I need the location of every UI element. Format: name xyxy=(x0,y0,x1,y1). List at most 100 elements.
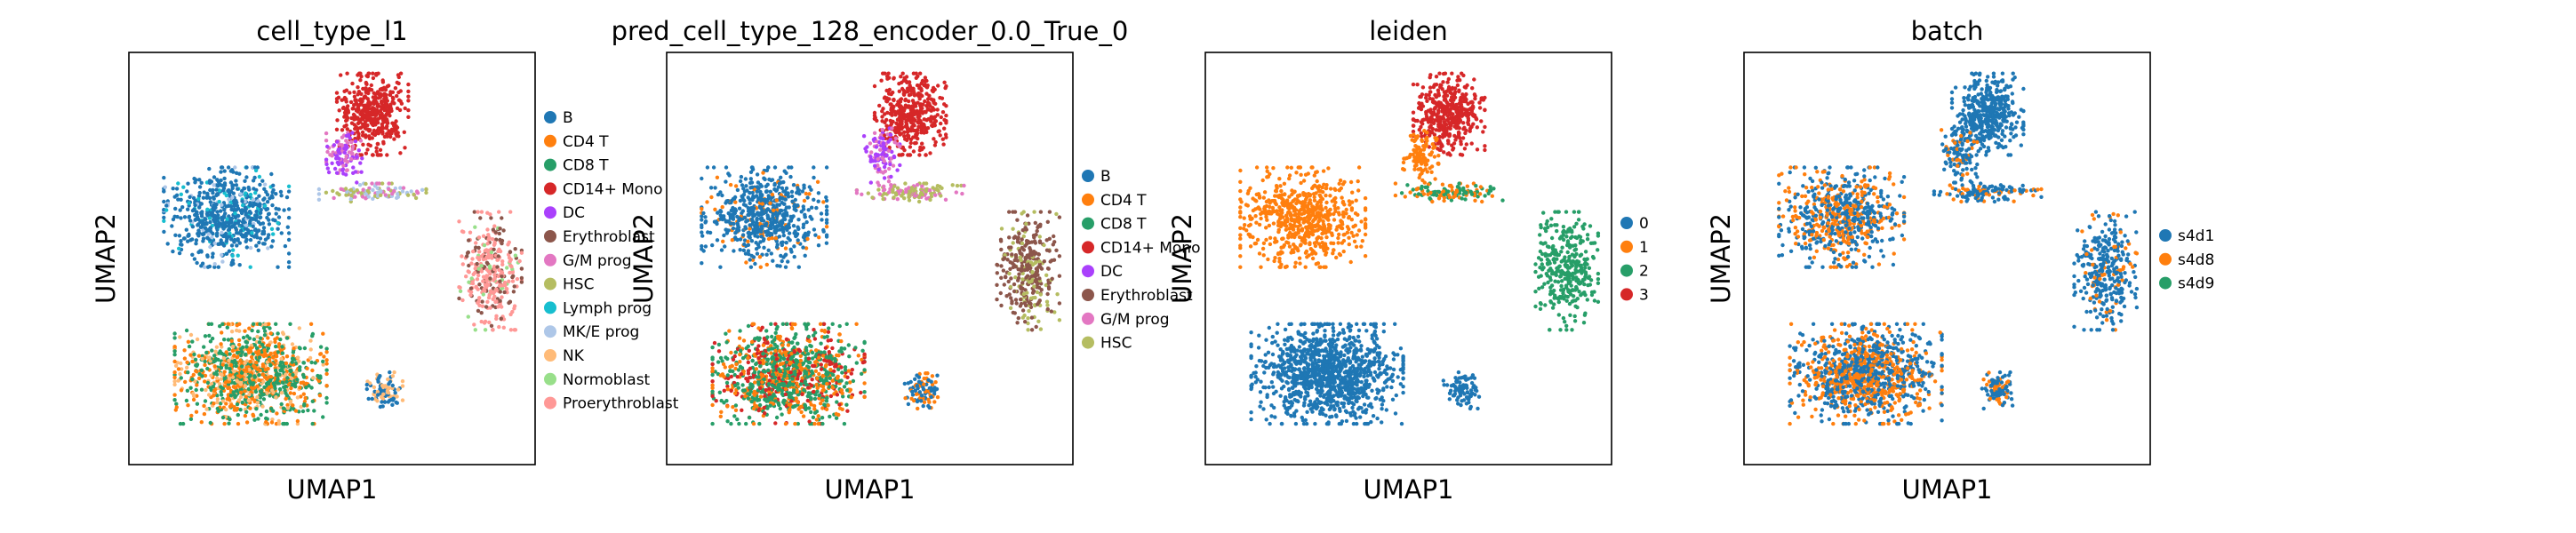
scatter-point xyxy=(216,213,220,218)
scatter-point xyxy=(396,387,401,392)
scatter-point xyxy=(219,377,223,381)
legend-label: Proerythroblast xyxy=(563,395,679,413)
scatter-point xyxy=(700,247,704,251)
scatter-point xyxy=(385,153,389,157)
scatter-point xyxy=(235,402,240,407)
legend-label: NK xyxy=(563,347,585,365)
scatter-point xyxy=(224,350,228,354)
scatter-point xyxy=(724,399,729,403)
scatter-point xyxy=(884,88,889,93)
scatter-point xyxy=(344,123,348,128)
scatter-point xyxy=(254,407,259,411)
scatter-point xyxy=(862,390,867,394)
scatter-point xyxy=(174,187,180,191)
scatter-point xyxy=(340,128,345,132)
scatter-point xyxy=(233,165,237,170)
scatter-point xyxy=(379,193,383,197)
scatter-point xyxy=(164,203,169,208)
scatter-point xyxy=(770,235,774,241)
scatter-point xyxy=(760,193,764,197)
scatter-point xyxy=(268,326,272,330)
scatter-point xyxy=(713,207,717,211)
scatter-point xyxy=(751,255,756,259)
legend-marker xyxy=(544,301,556,314)
scatter-point xyxy=(324,401,329,405)
scatter-point xyxy=(363,120,368,124)
scatter-point xyxy=(1024,227,1029,232)
scatter-point xyxy=(764,252,769,257)
scatter-point xyxy=(243,413,248,418)
scatter-point xyxy=(477,250,482,254)
scatter-point xyxy=(238,382,244,386)
legend-marker xyxy=(544,134,556,147)
scatter-point xyxy=(364,80,368,85)
scatter-point xyxy=(227,197,231,202)
scatter-point xyxy=(200,374,204,378)
scatter-point xyxy=(238,375,243,379)
scatter-point xyxy=(747,251,751,257)
scatter-point xyxy=(299,404,303,410)
scatter-point xyxy=(202,190,206,195)
scatter-point xyxy=(236,421,241,426)
scatter-point xyxy=(932,143,938,147)
scatter-point xyxy=(366,142,371,147)
scatter-point xyxy=(413,195,419,201)
scatter-point xyxy=(830,346,835,351)
scatter-point xyxy=(1037,259,1042,264)
scatter-point xyxy=(910,127,915,131)
scatter-point xyxy=(931,123,935,127)
scatter-point xyxy=(234,179,238,183)
scatter-point xyxy=(218,324,222,329)
scatter-point xyxy=(200,210,204,214)
scatter-point xyxy=(345,160,350,164)
scatter-point xyxy=(229,225,234,229)
scatter-point xyxy=(265,381,270,386)
scatter-point xyxy=(172,336,177,340)
scatter-point xyxy=(1030,270,1035,274)
scatter-point xyxy=(842,346,847,351)
scatter-point xyxy=(270,203,275,208)
scatter-point xyxy=(243,372,248,377)
scatter-point xyxy=(748,177,753,181)
scatter-point xyxy=(230,345,236,349)
scatter-point xyxy=(1012,235,1018,240)
scatter-point xyxy=(924,110,928,115)
scatter-point xyxy=(263,237,268,242)
scatter-point xyxy=(485,242,490,246)
scatter-point xyxy=(907,92,912,98)
scatter-point xyxy=(330,161,334,165)
scatter-point xyxy=(406,115,411,119)
scatter-point xyxy=(392,123,396,128)
scatter-point xyxy=(237,171,242,176)
scatter-point xyxy=(227,386,232,390)
scatter-point xyxy=(796,227,801,231)
scatter-point xyxy=(766,236,772,242)
scatter-point xyxy=(191,392,196,396)
scatter-point xyxy=(500,241,504,246)
scatter-point xyxy=(199,387,204,392)
scatter-point xyxy=(493,230,498,235)
scatter-point xyxy=(837,406,843,410)
scatter-point xyxy=(217,199,221,204)
scatter-point xyxy=(703,215,708,219)
scatter-point xyxy=(380,122,384,127)
scatter-point xyxy=(380,400,384,404)
scatter-point xyxy=(214,234,220,238)
scatter-point xyxy=(226,235,231,239)
scatter-point xyxy=(257,228,261,233)
scatter-point xyxy=(508,299,513,304)
scatter-point xyxy=(770,356,774,361)
scatter-point xyxy=(398,151,403,155)
scatter-point xyxy=(769,322,773,326)
scatter-point xyxy=(340,106,346,111)
scatter-point xyxy=(362,94,367,99)
scatter-point xyxy=(290,342,295,346)
scatter-point xyxy=(364,192,368,196)
scatter-point xyxy=(789,194,795,199)
scatter-point xyxy=(243,329,247,333)
scatter-point xyxy=(397,107,403,113)
scatter-point xyxy=(498,302,502,306)
scatter-point xyxy=(764,233,770,237)
scatter-point xyxy=(739,174,744,179)
